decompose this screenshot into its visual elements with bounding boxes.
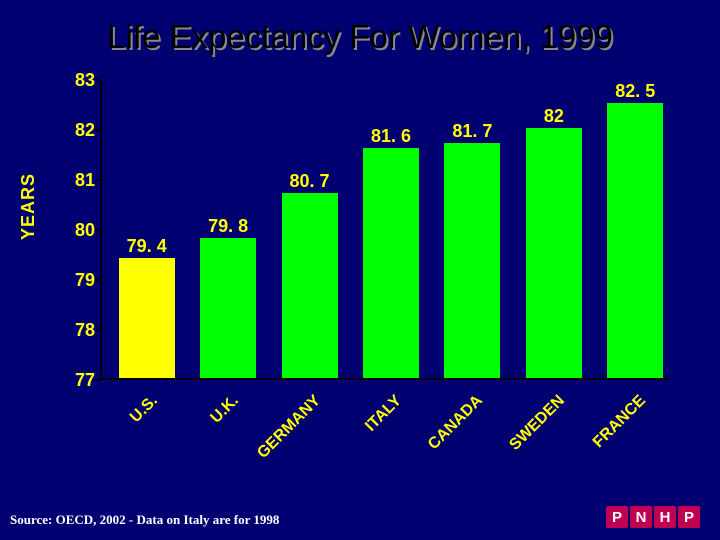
y-tick-mark [95, 279, 100, 281]
slide: Life Expectancy For Women, 1999 YEARS 77… [0, 0, 720, 540]
logo-letter: P [678, 506, 700, 528]
bar-chart: 77787980818283 79. 479. 880. 781. 681. 7… [60, 80, 670, 440]
y-tick-label: 79 [65, 270, 95, 291]
y-tick-label: 83 [65, 70, 95, 91]
logo-letter: N [630, 506, 652, 528]
y-axis-label: YEARS [18, 173, 39, 240]
bar [363, 148, 419, 378]
bar-value-label: 79. 8 [193, 216, 263, 237]
y-tick-mark [95, 79, 100, 81]
bar [526, 128, 582, 378]
bar-value-label: 82 [519, 106, 589, 127]
bar [119, 258, 175, 378]
category-label: FRANCE [552, 392, 650, 490]
y-tick-mark [95, 329, 100, 331]
y-tick-mark [95, 229, 100, 231]
y-tick-label: 82 [65, 120, 95, 141]
bar-value-label: 81. 7 [437, 121, 507, 142]
y-tick-label: 77 [65, 370, 95, 391]
y-tick-mark [95, 379, 100, 381]
bar [607, 103, 663, 378]
x-axis-line [100, 378, 670, 380]
y-tick-label: 78 [65, 320, 95, 341]
bar [282, 193, 338, 378]
plot-area: 77787980818283 79. 479. 880. 781. 681. 7… [100, 80, 670, 380]
logo-letter: P [606, 506, 628, 528]
logo: PNHP [606, 506, 700, 528]
y-tick-label: 80 [65, 220, 95, 241]
bar-value-label: 81. 6 [356, 126, 426, 147]
bar [200, 238, 256, 378]
bar [444, 143, 500, 378]
y-tick-label: 81 [65, 170, 95, 191]
y-axis-line [100, 80, 102, 380]
y-tick-mark [95, 179, 100, 181]
bar-value-label: 82. 5 [600, 81, 670, 102]
source-text: Source: OECD, 2002 - Data on Italy are f… [10, 512, 279, 528]
logo-letter: H [654, 506, 676, 528]
slide-title: Life Expectancy For Women, 1999 [0, 18, 720, 56]
bar-value-label: 79. 4 [112, 236, 182, 257]
y-tick-mark [95, 129, 100, 131]
bar-value-label: 80. 7 [275, 171, 345, 192]
